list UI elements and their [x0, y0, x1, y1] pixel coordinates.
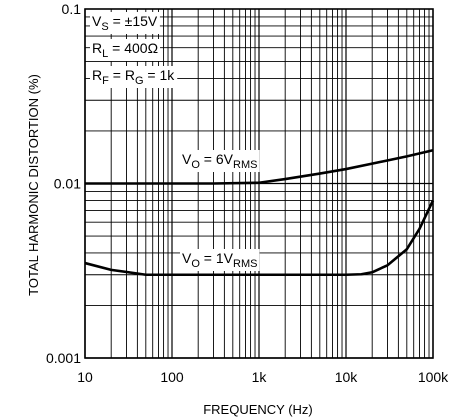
y-tick-label: 0.1	[62, 1, 82, 17]
tick-labels: 10 100 1k 10k 100k 0.001 0.01 0.1	[46, 1, 449, 385]
y-tick-label: 0.01	[54, 176, 81, 192]
series-line-2	[84, 199, 435, 277]
x-tick-label: 10	[77, 369, 93, 385]
x-tick-label: 100	[160, 369, 184, 385]
x-tick-label: 100k	[418, 369, 449, 385]
condition-2: RL = 400Ω	[92, 40, 158, 60]
y-axis-label: TOTAL HARMONIC DISTORTION (%)	[26, 74, 41, 296]
condition-1-background	[90, 12, 160, 34]
series-line-1	[85, 149, 434, 185]
condition-3: RF = RG = 1k	[92, 67, 175, 87]
condition-2-background	[90, 39, 161, 61]
x-axis-label: FREQUENCY (Hz)	[203, 402, 313, 417]
test-conditions: VS = ±15V RL = 400Ω RF = RG = 1k	[90, 12, 178, 88]
condition-3-background	[90, 66, 178, 88]
series-label-2-background	[180, 249, 260, 271]
y-tick-label: 0.001	[46, 350, 81, 366]
condition-1: VS = ±15V	[92, 13, 158, 33]
x-tick-label: 10k	[335, 369, 359, 385]
series-label-1-background	[180, 150, 260, 172]
series-label-1: VO = 6VRMS	[182, 151, 257, 171]
series-labels: VO = 6VRMS VO = 1VRMS	[180, 150, 260, 271]
x-tick-label: 1k	[252, 369, 268, 385]
series-label-2: VO = 1VRMS	[182, 250, 257, 270]
curves	[84, 149, 435, 277]
